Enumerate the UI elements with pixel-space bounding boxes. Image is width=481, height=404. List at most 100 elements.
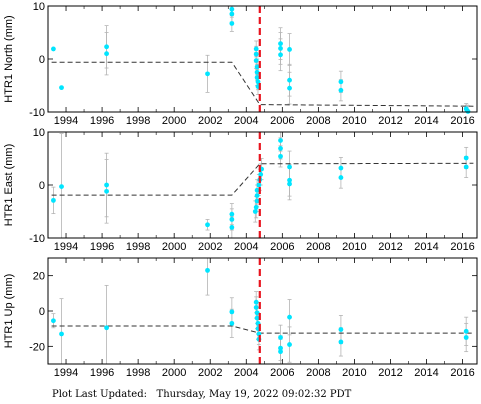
footer-label: Plot Last Updated: [52,389,147,400]
y-tick-label: 10 [33,127,45,139]
data-point [59,85,64,91]
x-tick-label: 2010 [342,115,366,127]
x-tick-label: 2016 [450,115,474,127]
y-axis-label: HTR1 North (mm) [3,15,15,102]
data-point [463,155,469,161]
data-point [254,64,260,70]
data-point [463,335,469,340]
x-tick-label: 1994 [54,115,78,127]
data-point [254,187,260,193]
plot-updated-footer: Plot Last Updated: Thursday, May 19, 202… [52,389,351,400]
data-point [253,58,259,63]
x-tick-label: 2016 [450,241,474,253]
data-point [229,309,235,315]
data-point [287,164,292,170]
data-point [254,315,260,321]
x-tick-label: 2000 [162,241,186,253]
y-axis-label: HTR1 Up (mm) [3,274,15,349]
data-point [229,6,235,12]
data-point [287,85,292,91]
data-point [104,51,109,57]
data-point [278,349,283,355]
data-point [278,335,283,340]
data-point [229,11,235,17]
data-point [278,146,283,151]
data-point [278,41,283,47]
panel-2: 1994 1996 1998 2000 2002 2004 2006 2008 2010 2012… [3,127,478,253]
data-point [229,320,235,326]
data-point [104,44,109,50]
data-point [258,172,264,177]
y-axis-label: HTR1 East (mm) [3,144,15,227]
x-tick-label: 2008 [306,241,330,253]
data-point [465,109,471,114]
x-tick-label: 2000 [162,115,186,127]
data-point [205,222,210,228]
x-tick-label: 1996 [90,367,114,379]
data-point [255,79,261,85]
x-tick-label: 2000 [162,367,186,379]
data-point [205,267,210,273]
plot-frame [47,5,478,113]
data-point [253,299,259,305]
data-point [278,138,283,143]
y-tick-label: -10 [29,107,45,119]
data-point [338,79,344,85]
x-tick-label: 1998 [126,115,150,127]
data-point [104,325,109,331]
x-tick-label: 2014 [414,241,438,253]
x-tick-label: 2008 [306,115,330,127]
panel-1: 1994 1996 1998 2000 2002 2004 2006 2008 2010 2012… [3,1,478,127]
data-point [287,181,292,187]
x-tick-label: 2006 [270,241,294,253]
data-point [287,47,292,52]
data-point [253,51,259,57]
x-tick-label: 2004 [234,115,258,127]
data-point [256,182,262,188]
x-tick-label: 1994 [54,367,78,379]
data-point [254,75,260,80]
footer-date: Thursday, May 19, 2022 09:02:32 PDT [156,389,352,400]
y-tick-label: 0 [39,54,45,66]
data-point [338,175,344,180]
data-point [338,87,344,93]
data-point [254,310,260,316]
data-point [253,204,259,210]
x-tick-label: 2010 [342,367,366,379]
data-point [287,177,292,183]
data-point [463,164,469,170]
model-line [51,61,474,107]
x-tick-label: 1998 [126,367,150,379]
y-tick-label: 20 [33,271,45,283]
x-tick-label: 2012 [378,367,402,379]
x-tick-label: 2014 [414,115,438,127]
x-tick-label: 2016 [450,367,474,379]
y-tick-label: 0 [39,180,45,192]
y-tick-label: -20 [29,341,45,353]
data-point [229,225,235,230]
data-point [104,182,109,188]
data-point [287,77,292,83]
x-tick-label: 2008 [306,367,330,379]
data-point [229,211,235,217]
data-point [51,318,56,324]
panel-3: 1994 1996 1998 2000 2002 2004 2006 2008 2010 2012… [3,257,478,379]
data-point [463,328,469,334]
data-point [278,46,283,51]
x-tick-label: 2002 [198,367,222,379]
data-point [51,197,56,203]
model-line [51,162,474,196]
x-tick-label: 2004 [234,367,258,379]
x-tick-label: 2002 [198,115,222,127]
x-tick-label: 2006 [270,115,294,127]
data-point [229,21,235,26]
data-point [254,193,260,199]
x-tick-label: 1996 [90,115,114,127]
y-tick-label: -10 [29,233,45,245]
data-point [254,198,260,204]
data-point [104,188,109,194]
data-point [59,331,64,337]
data-point [278,345,283,351]
x-tick-label: 1996 [90,241,114,253]
